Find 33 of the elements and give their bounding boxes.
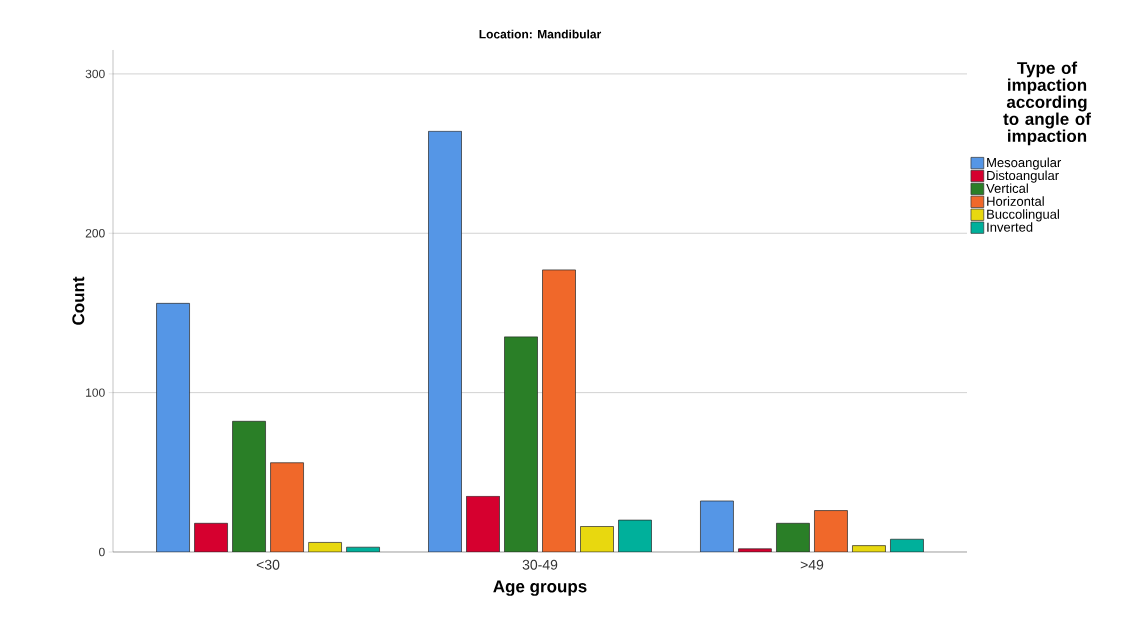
y-tick-label: 300 (85, 69, 105, 79)
legend-title: Type of impaction according to angle of impaction (1003, 61, 1091, 146)
bar (428, 130, 462, 552)
y-tick-label: 0 (99, 547, 105, 557)
bar (542, 269, 576, 552)
bar (776, 522, 810, 552)
y-tick-label: 200 (85, 229, 105, 238)
bar (466, 495, 500, 552)
bar (738, 548, 772, 552)
chart-title: Location: Mandibular (479, 29, 602, 39)
bar (194, 522, 228, 552)
bar (814, 510, 848, 552)
bar (618, 519, 652, 552)
y-tick-label: 100 (86, 388, 105, 397)
legend-label: Buccolingual (987, 209, 1059, 222)
bar (270, 462, 304, 552)
bar (504, 336, 538, 552)
bar (308, 542, 342, 552)
x-tick-label: >49 (800, 559, 824, 570)
bar (852, 545, 886, 552)
legend-label: Vertical (986, 183, 1028, 193)
x-tick-label: 30-49 (522, 559, 558, 570)
bar (580, 526, 614, 552)
bar (156, 303, 190, 552)
bar (232, 420, 266, 552)
x-axis-title: Age groups (493, 580, 587, 596)
y-axis-title: Count (72, 276, 85, 325)
legend-label: Mesoangular (987, 157, 1062, 170)
legend-label: Inverted (987, 222, 1033, 232)
bar (700, 500, 734, 552)
x-tick-label: <30 (256, 559, 280, 570)
legend-label: Horizontal (987, 196, 1044, 206)
legend-label: Distoangular (987, 170, 1059, 183)
